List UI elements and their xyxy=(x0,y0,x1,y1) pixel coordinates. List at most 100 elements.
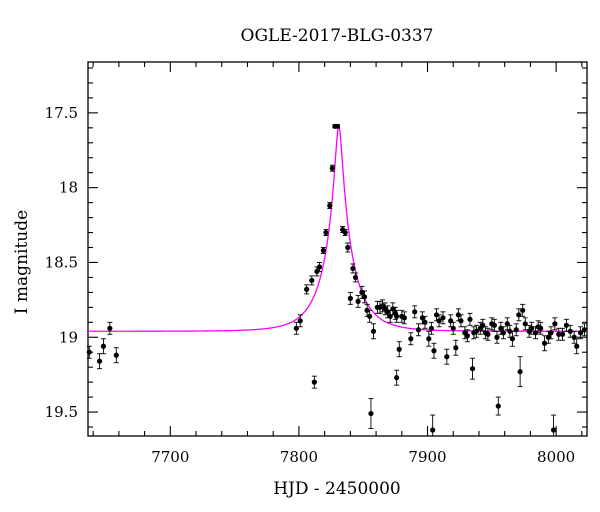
data-point-marker xyxy=(293,325,299,331)
data-point-marker xyxy=(532,330,539,336)
data-point xyxy=(401,311,407,325)
data-point-marker xyxy=(541,340,548,346)
data-point-marker xyxy=(516,312,522,318)
data-point xyxy=(467,312,473,326)
data-point xyxy=(581,323,588,337)
data-point xyxy=(436,314,442,328)
data-point xyxy=(574,338,580,355)
data-point-marker xyxy=(520,307,526,313)
data-point-marker xyxy=(453,345,459,351)
data-point-marker xyxy=(577,330,584,336)
data-point-marker xyxy=(529,325,535,331)
data-point xyxy=(522,317,528,331)
data-point-marker xyxy=(314,268,320,275)
data-point-marker xyxy=(455,312,461,318)
data-point xyxy=(485,327,491,341)
data-point xyxy=(394,369,400,386)
data-point xyxy=(509,330,516,347)
data-point xyxy=(355,294,361,308)
data-point xyxy=(431,342,437,359)
data-point xyxy=(430,414,436,437)
data-point-marker xyxy=(495,403,501,409)
data-point xyxy=(482,326,488,340)
data-point-marker xyxy=(396,346,402,352)
data-point-marker xyxy=(436,318,442,324)
data-point-marker xyxy=(86,349,92,355)
data-point xyxy=(329,164,335,172)
data-point xyxy=(444,348,450,365)
data-point xyxy=(440,311,446,325)
data-point-marker xyxy=(323,229,329,236)
data-point-marker xyxy=(304,286,310,292)
data-point-marker xyxy=(96,358,103,364)
data-point-marker xyxy=(567,328,573,334)
data-point xyxy=(408,332,414,346)
data-point xyxy=(412,305,418,319)
data-point xyxy=(450,321,456,335)
data-point xyxy=(364,303,370,317)
data-point-marker xyxy=(433,312,440,318)
data-point xyxy=(473,324,479,338)
data-point xyxy=(107,321,113,335)
data-point xyxy=(86,345,92,359)
data-point-marker xyxy=(342,229,348,236)
data-point-marker xyxy=(367,313,373,319)
data-point xyxy=(314,266,320,277)
data-point-marker xyxy=(329,165,335,171)
data-point xyxy=(396,341,402,358)
data-point xyxy=(489,317,495,331)
data-point xyxy=(504,317,510,331)
data-point-marker xyxy=(494,334,500,340)
data-point xyxy=(513,323,519,337)
data-point-marker xyxy=(355,298,361,304)
data-point-marker xyxy=(500,330,507,336)
y-tick-label: 17.5 xyxy=(45,104,78,122)
data-point xyxy=(448,314,454,328)
data-point xyxy=(387,309,393,323)
data-point xyxy=(563,318,570,332)
data-point-marker xyxy=(370,328,377,334)
data-point-marker xyxy=(563,322,570,328)
data-point-marker xyxy=(311,379,317,385)
data-point xyxy=(370,323,377,340)
data-point xyxy=(368,398,374,429)
data-point xyxy=(516,308,522,322)
x-tick-label: 7900 xyxy=(408,448,446,466)
data-point xyxy=(577,326,584,340)
data-point xyxy=(532,326,539,340)
data-point xyxy=(361,290,368,304)
data-point xyxy=(571,330,577,344)
data-point-marker xyxy=(345,244,351,251)
data-point xyxy=(113,347,119,364)
data-point xyxy=(96,353,103,370)
data-point xyxy=(469,357,476,380)
x-axis-ticks: 7700 7800 7900 8000 xyxy=(92,62,583,466)
x-tick-label: 7700 xyxy=(151,448,189,466)
data-point-marker xyxy=(334,123,341,129)
data-point-marker xyxy=(428,325,434,331)
x-tick-label: 8000 xyxy=(537,448,575,466)
y-tick-label: 18.5 xyxy=(45,253,78,271)
data-point-marker xyxy=(522,321,528,327)
data-point xyxy=(550,414,557,437)
data-point-marker xyxy=(509,336,516,342)
data-point xyxy=(347,291,353,305)
data-point-marker xyxy=(556,331,562,337)
data-point xyxy=(495,396,501,416)
data-point-marker xyxy=(412,309,418,315)
y-tick-label: 18 xyxy=(59,179,78,197)
data-point xyxy=(538,321,544,335)
model-curve xyxy=(88,124,587,332)
data-point-marker xyxy=(450,325,456,331)
y-tick-label: 19 xyxy=(59,328,78,346)
data-point xyxy=(415,323,422,337)
data-point-marker xyxy=(401,315,407,321)
y-tick-label: 19.5 xyxy=(45,403,78,421)
data-point-marker xyxy=(347,295,353,301)
data-point-marker xyxy=(491,322,498,328)
data-point-marker xyxy=(517,369,523,375)
data-point-marker xyxy=(415,327,422,333)
data-point xyxy=(320,247,326,254)
data-point-marker xyxy=(113,352,119,358)
